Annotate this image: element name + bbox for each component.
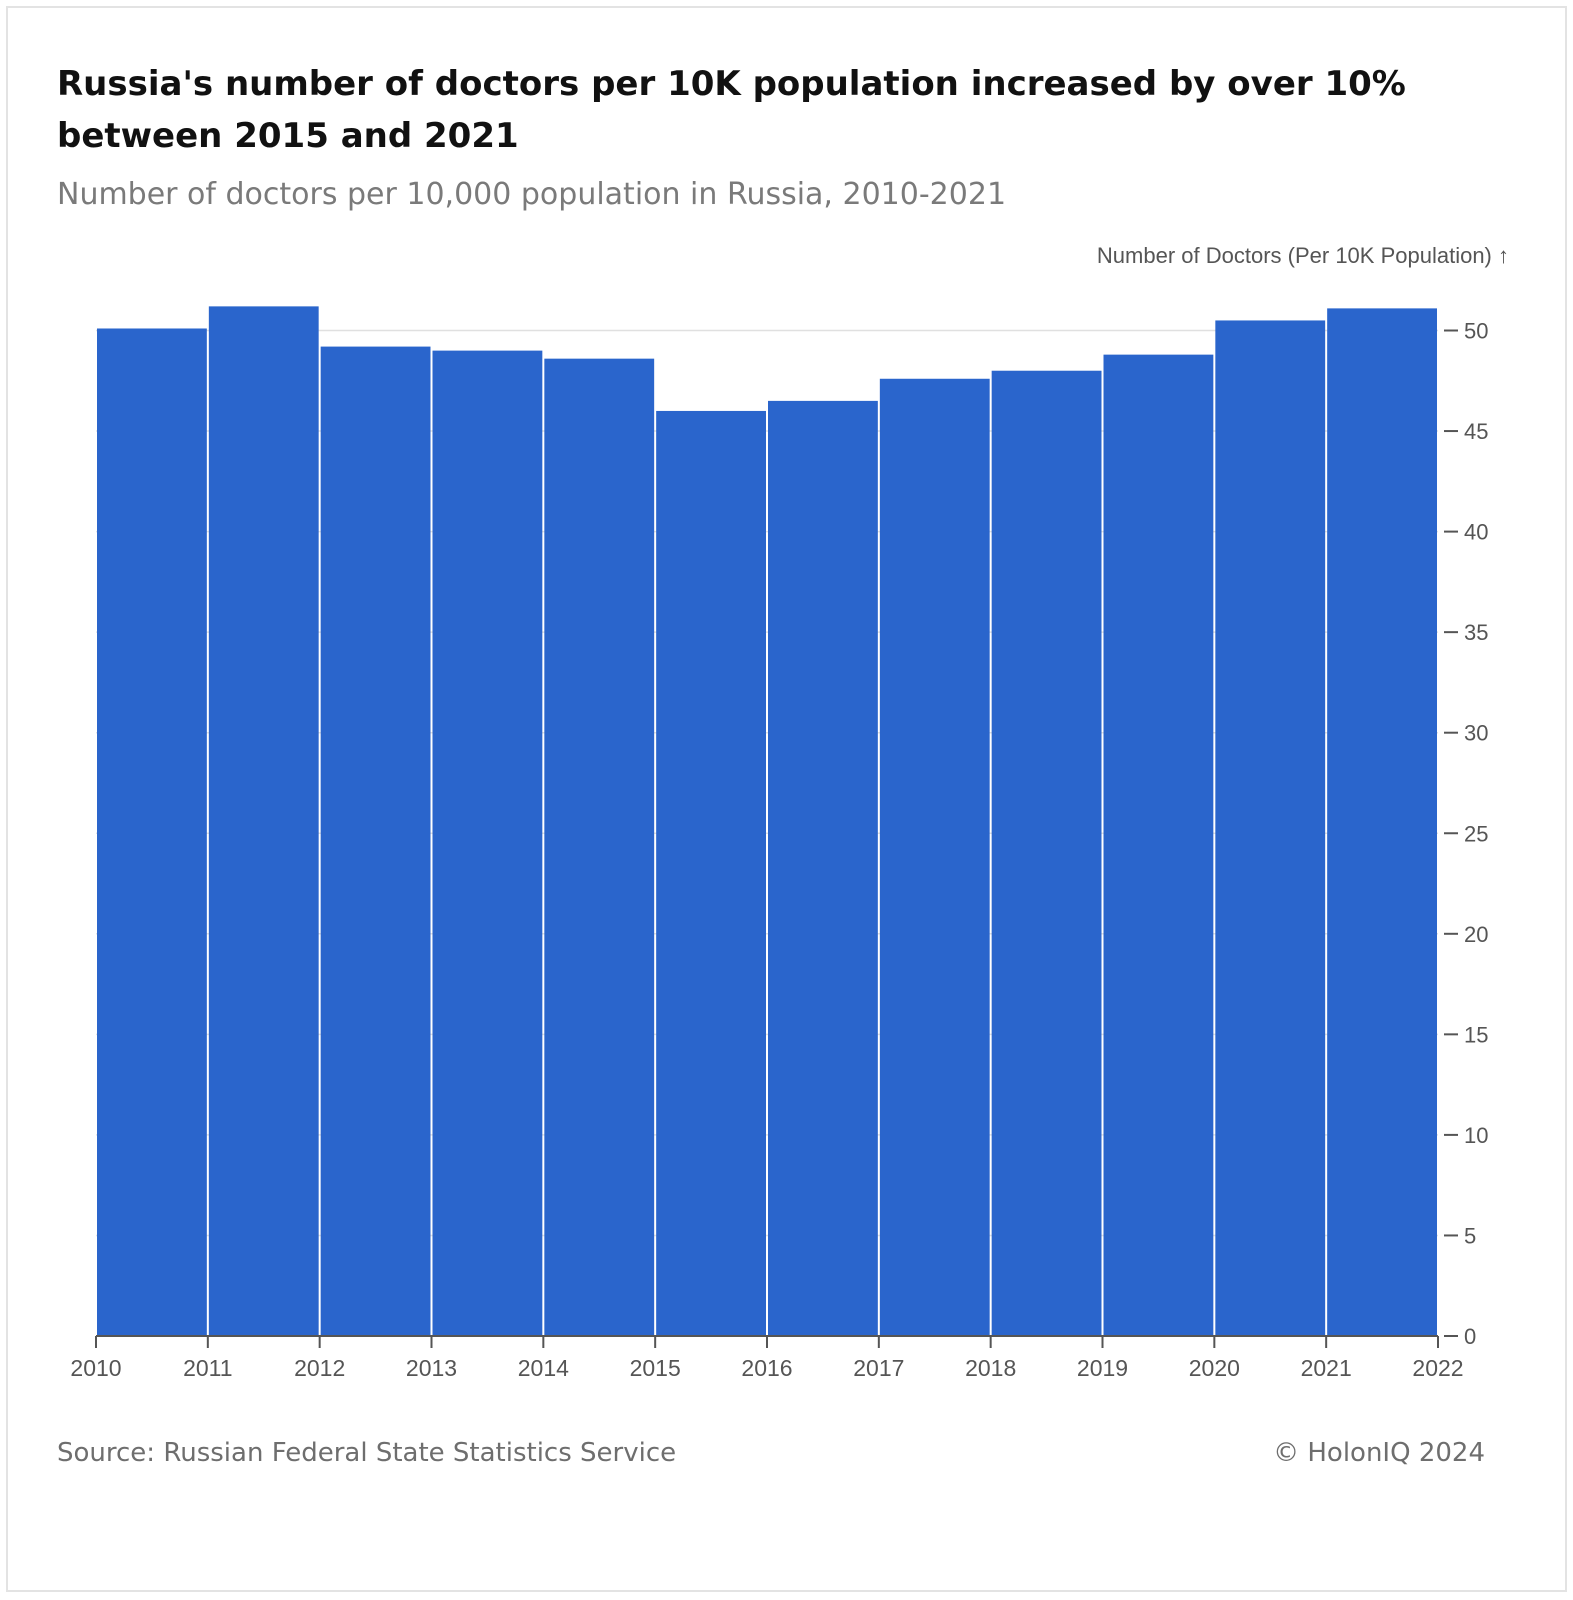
x-tick-label: 2010	[70, 1355, 121, 1381]
gridlines	[96, 329, 1438, 1237]
x-tick-label: 2012	[294, 1355, 345, 1381]
copyright-note: © HolonIQ 2024	[1273, 1438, 1485, 1468]
y-tick-label: 50	[1464, 319, 1488, 344]
x-tick-label: 2014	[518, 1355, 569, 1381]
bar-2010	[97, 328, 207, 1336]
x-tick-label: 2017	[853, 1355, 904, 1381]
y-tick-label: 5	[1464, 1223, 1476, 1248]
y-tick-label: 10	[1464, 1123, 1488, 1148]
y-tick-label: 25	[1464, 821, 1488, 846]
bar-2017	[879, 378, 990, 1336]
chart-subtitle: Number of doctors per 10,000 population …	[57, 177, 1007, 212]
source-note: Source: Russian Federal State Statistics…	[57, 1438, 677, 1468]
y-tick-label: 15	[1464, 1022, 1488, 1047]
bar-2012	[320, 346, 431, 1336]
x-tick-label: 2019	[1077, 1355, 1128, 1381]
bar-2016	[768, 400, 878, 1336]
bar-2020	[1215, 320, 1326, 1336]
bar-2018	[991, 370, 1102, 1337]
y-tick-label: 0	[1464, 1324, 1476, 1349]
bar-2013	[432, 350, 543, 1336]
y-axis-title: Number of Doctors (Per 10K Population) ↑	[1097, 243, 1509, 268]
axes: Number of Doctors (Per 10K Population) ↑…	[70, 243, 1509, 1381]
y-tick-label: 35	[1464, 620, 1488, 645]
x-tick-label: 2022	[1412, 1355, 1463, 1381]
bar-2014	[544, 358, 655, 1336]
chart-title: Russia's number of doctors per 10K popul…	[57, 64, 1406, 156]
x-tick-label: 2013	[406, 1355, 457, 1381]
bar-2015	[656, 410, 766, 1336]
y-tick-label: 30	[1464, 721, 1488, 746]
bar-chart: Number of Doctors (Per 10K Population) ↑…	[70, 243, 1509, 1381]
x-tick-label: 2011	[183, 1355, 232, 1381]
y-tick-label: 45	[1464, 419, 1488, 444]
y-tick-label: 40	[1464, 520, 1488, 545]
y-tick-label: 20	[1464, 922, 1488, 947]
x-tick-label: 2021	[1301, 1355, 1352, 1381]
bar-2011	[208, 306, 319, 1336]
bars	[97, 306, 1437, 1337]
x-tick-label: 2015	[630, 1355, 681, 1381]
bar-2019	[1103, 354, 1214, 1337]
x-tick-label: 2018	[965, 1355, 1016, 1381]
bar-2021	[1327, 308, 1437, 1336]
x-tick-label: 2020	[1189, 1355, 1240, 1381]
x-tick-label: 2016	[741, 1355, 792, 1381]
